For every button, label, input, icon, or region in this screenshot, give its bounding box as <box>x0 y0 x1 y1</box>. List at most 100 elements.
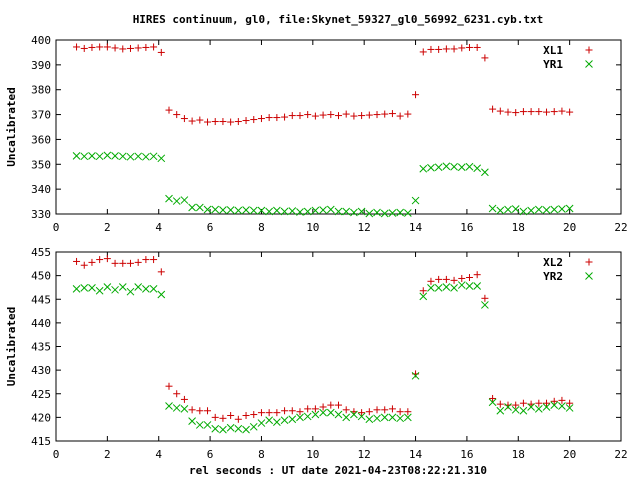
data-point <box>304 111 312 119</box>
legend-marker <box>585 258 593 266</box>
data-point <box>118 152 127 161</box>
data-point <box>165 402 173 410</box>
data-point <box>319 408 327 417</box>
x-tick-label: 4 <box>155 221 162 234</box>
data-point <box>95 152 104 161</box>
data-point <box>381 110 389 118</box>
data-point <box>465 282 474 290</box>
data-point <box>342 406 350 414</box>
data-point <box>250 116 258 124</box>
legend-label: XL2 <box>543 256 563 269</box>
data-point <box>566 399 574 407</box>
data-point <box>257 206 266 215</box>
data-point <box>80 152 89 161</box>
x-tick-label: 4 <box>155 448 162 461</box>
data-point <box>457 163 466 172</box>
y-tick-label: 445 <box>31 293 51 306</box>
data-point <box>249 422 258 431</box>
legend-marker <box>585 46 593 54</box>
data-point <box>227 118 235 126</box>
data-point <box>473 164 482 173</box>
data-point <box>481 294 489 302</box>
data-point <box>458 44 466 52</box>
data-point <box>273 206 281 215</box>
x-tick-label: 0 <box>53 448 60 461</box>
y-tick-label: 370 <box>31 109 51 122</box>
x-tick-label: 22 <box>614 448 627 461</box>
x-tick-label: 14 <box>409 221 423 234</box>
data-point <box>219 118 227 126</box>
data-point <box>481 168 489 177</box>
x-tick-label: 8 <box>258 221 265 234</box>
data-point <box>504 403 512 411</box>
data-point <box>111 259 119 267</box>
data-point <box>327 401 335 409</box>
y-tick-label: 380 <box>31 84 51 97</box>
data-point <box>103 43 111 51</box>
data-point <box>249 206 258 215</box>
plot-frame <box>55 39 622 215</box>
data-point <box>211 205 220 214</box>
data-point <box>519 399 527 407</box>
data-point <box>103 255 111 263</box>
data-point <box>234 424 243 433</box>
data-point <box>358 409 366 417</box>
data-point <box>227 411 235 419</box>
data-point <box>149 285 158 293</box>
x-tick-label: 16 <box>460 448 473 461</box>
data-point <box>180 196 189 204</box>
data-point <box>150 256 158 264</box>
x-tick-label: 2 <box>104 448 111 461</box>
data-point <box>411 196 420 205</box>
y-tick-label: 430 <box>31 364 51 377</box>
data-point <box>427 277 435 285</box>
data-point <box>265 207 274 216</box>
y-tick-label: 440 <box>31 317 51 330</box>
y-tick-label: 330 <box>31 208 51 221</box>
data-point <box>288 407 296 415</box>
data-point <box>435 45 443 53</box>
data-point <box>473 282 482 290</box>
data-point <box>419 292 428 301</box>
data-point <box>365 415 374 424</box>
x-tick-label: 20 <box>563 448 576 461</box>
series-XL1 <box>73 43 574 126</box>
data-point <box>211 413 219 421</box>
data-point <box>458 274 466 282</box>
figure-title: HIRES continuum, gl0, file:Skynet_59327_… <box>133 13 544 26</box>
y-tick-label: 400 <box>31 34 51 47</box>
data-point <box>534 405 543 413</box>
data-point <box>196 407 204 415</box>
data-point <box>565 404 574 412</box>
data-point <box>365 408 373 416</box>
data-point <box>219 425 227 434</box>
data-point <box>165 382 173 390</box>
data-point <box>488 204 497 213</box>
data-point <box>543 108 551 116</box>
data-point <box>435 275 443 283</box>
data-point <box>519 207 528 216</box>
data-point <box>265 416 274 425</box>
data-point <box>326 408 335 417</box>
data-point <box>204 118 212 126</box>
legend-label: YR2 <box>543 270 563 283</box>
data-point <box>350 410 358 419</box>
data-point <box>134 283 143 291</box>
y-tick-label: 420 <box>31 411 51 424</box>
data-point <box>88 151 96 160</box>
data-point <box>512 109 520 117</box>
data-point <box>304 405 312 413</box>
y-tick-label: 455 <box>31 246 51 259</box>
x-tick-label: 18 <box>512 221 525 234</box>
data-point <box>226 206 235 214</box>
data-point <box>334 207 343 216</box>
data-point <box>565 204 574 213</box>
data-point <box>519 406 528 415</box>
data-point <box>442 275 450 283</box>
data-point <box>257 409 265 417</box>
data-point <box>396 414 404 423</box>
data-point <box>288 112 296 120</box>
data-point <box>334 410 343 419</box>
data-point <box>234 118 242 126</box>
data-point <box>465 274 473 282</box>
